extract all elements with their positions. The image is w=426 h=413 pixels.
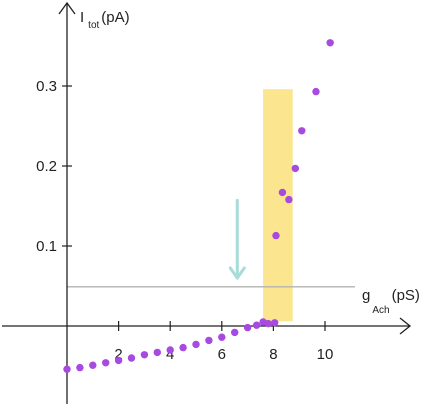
data-point <box>192 340 200 349</box>
data-point <box>312 87 320 96</box>
data-point <box>89 361 97 369</box>
data-point <box>285 195 293 204</box>
data-point <box>231 328 239 337</box>
data-point <box>102 359 110 367</box>
data-point <box>205 336 213 345</box>
x-tick-label: 8 <box>269 346 277 363</box>
x-tick-label: 10 <box>317 346 334 363</box>
y-tick-label: 0.2 <box>36 158 57 175</box>
y-tick-label: 0.1 <box>36 238 57 255</box>
data-point <box>140 351 149 359</box>
y-axis-arrowhead <box>58 1 76 15</box>
data-point <box>264 319 272 328</box>
x-tick-label: 2 <box>114 346 122 363</box>
data-point <box>298 127 306 135</box>
x-axis-title: gAch(pS) <box>362 287 420 316</box>
x-tick-label: 4 <box>166 346 174 363</box>
x-axis-arrowhead <box>399 317 412 335</box>
data-point <box>291 164 300 173</box>
data-point <box>76 363 84 372</box>
data-point <box>252 321 261 329</box>
highlight-band <box>263 89 293 322</box>
data-point <box>127 354 136 362</box>
annotation-arrow <box>228 198 246 280</box>
data-point <box>278 188 287 197</box>
data-point <box>179 343 187 352</box>
y-tick-label: 0.3 <box>36 78 57 95</box>
data-point <box>218 333 226 341</box>
data-point <box>270 319 279 327</box>
annotation-arrow-head <box>228 266 246 280</box>
data-point <box>326 39 334 47</box>
data-point <box>243 323 252 332</box>
data-point <box>114 356 123 365</box>
data-point <box>63 365 71 373</box>
data-point <box>153 348 161 357</box>
data-point <box>166 346 174 354</box>
x-tick-label: 6 <box>218 346 226 363</box>
data-point <box>272 231 280 240</box>
